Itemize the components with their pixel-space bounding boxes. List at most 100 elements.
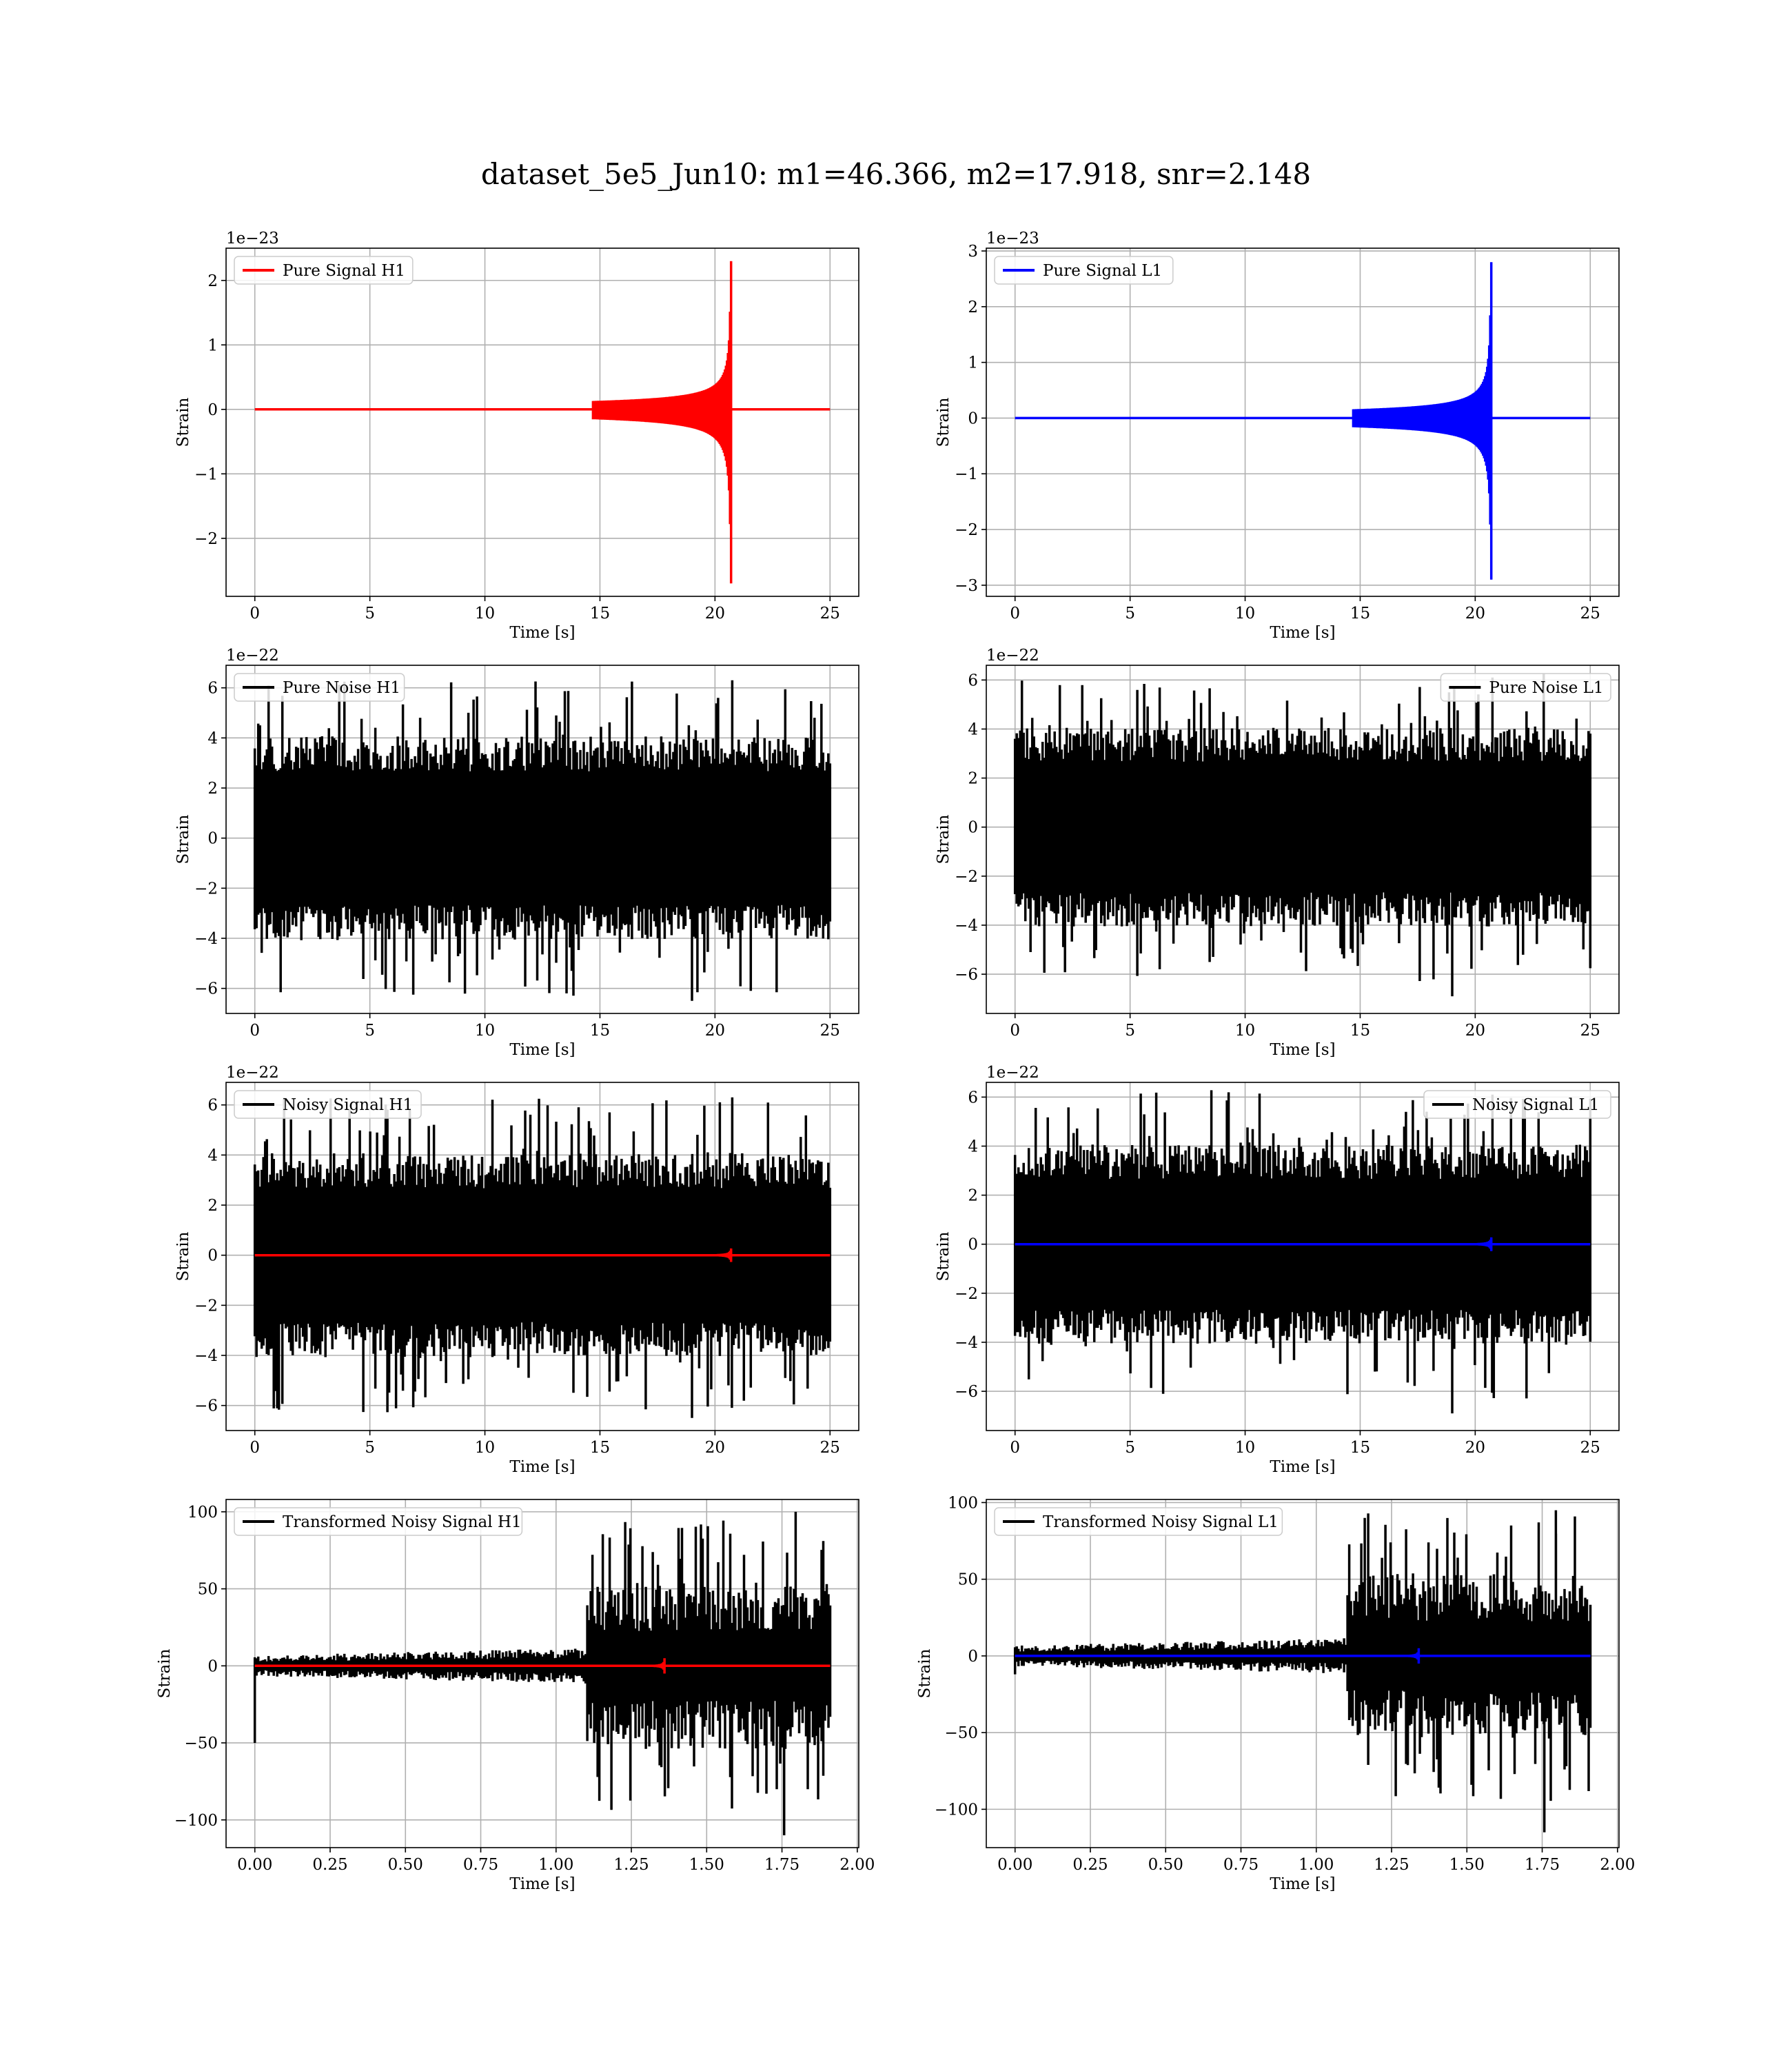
- y-axis-label: Strain: [174, 397, 192, 447]
- plot-area: [1013, 1090, 1592, 1414]
- legend-label: Noisy Signal L1: [1472, 1096, 1599, 1114]
- y-tick-label: −4: [955, 1334, 978, 1352]
- y-tick-label: 0: [968, 1648, 978, 1666]
- y-tick-label: −6: [955, 966, 978, 984]
- x-tick-label: 10: [1235, 1439, 1255, 1457]
- y-tick-label: −4: [955, 917, 978, 935]
- plot-area: [1015, 262, 1591, 580]
- x-axis: 0 5 10 15 20 25 Time [s]: [250, 1013, 840, 1059]
- y-axis-label: Strain: [916, 1648, 934, 1698]
- axes-frame: [986, 1082, 1620, 1431]
- axes-frame: [986, 665, 1620, 1014]
- grid-lines: [986, 1499, 1619, 1848]
- y-tick-label: −50: [944, 1724, 978, 1742]
- x-tick-label: 0.00: [997, 1856, 1032, 1874]
- y-tick-label: −100: [935, 1801, 978, 1819]
- x-axis: 0.00 0.25 0.50 0.75 1.00 1.25 1.50 1.75 2.00 Time…: [237, 1848, 875, 1893]
- y-axis-label: Strain: [935, 397, 953, 447]
- y-tick-label: −2: [955, 521, 978, 539]
- y-tick-label: 2: [968, 1187, 978, 1205]
- y-tick-label: −3: [955, 577, 978, 595]
- legend-label: Pure Signal L1: [1043, 262, 1162, 280]
- axes-frame: [225, 665, 859, 1014]
- x-tick-label: 0.00: [237, 1856, 272, 1874]
- legend-box: [234, 256, 414, 285]
- y-tick-label: 0: [207, 1657, 218, 1675]
- y-tick-label: 50: [958, 1571, 978, 1589]
- x-tick-label: 1.75: [764, 1856, 800, 1874]
- x-axis-label: Time [s]: [1270, 624, 1335, 642]
- axes-frame: [225, 1082, 859, 1431]
- legend-box: [994, 256, 1174, 285]
- y-axis: −6 −4 −2 0 2 4 6 Strain 1e−22: [935, 1064, 1039, 1401]
- series-line-0: [253, 680, 832, 1001]
- y-tick-label: 50: [198, 1581, 218, 1599]
- legend-label: Transformed Noisy Signal L1: [1043, 1513, 1279, 1531]
- x-tick-label: 5: [365, 1022, 375, 1040]
- y-tick-label: 6: [968, 671, 978, 689]
- y-axis: −2 −1 0 1 2 Strain 1e−23: [174, 230, 279, 548]
- legend: Transformed Noisy Signal H1: [234, 1507, 523, 1536]
- x-tick-label: 0.25: [312, 1856, 347, 1874]
- legend: Noisy Signal H1: [234, 1090, 422, 1119]
- y-tick-label: −6: [194, 980, 218, 998]
- subplot-pure-signal-l1: 0 5 10 15 20 25 Time [s] −3 −2 −1 0 1 2 3 Strain 1e−23P…: [935, 230, 1620, 642]
- legend: Pure Noise H1: [234, 673, 405, 702]
- y-axis: −3 −2 −1 0 1 2 3 Strain 1e−23: [935, 230, 1039, 595]
- x-axis: 0 5 10 15 20 25 Time [s]: [1010, 596, 1600, 642]
- y-tick-label: 1: [968, 354, 978, 372]
- y-tick-label: 2: [207, 1197, 218, 1215]
- x-tick-label: 0: [1010, 1439, 1020, 1457]
- y-tick-label: 100: [948, 1494, 978, 1512]
- x-tick-label: 5: [365, 1439, 375, 1457]
- y-tick-label: −1: [955, 465, 978, 483]
- y-tick-label: 0: [968, 410, 978, 427]
- legend-label: Noisy Signal H1: [283, 1096, 413, 1114]
- series-line-0: [1013, 1510, 1592, 1832]
- y-tick-label: 0: [207, 1247, 218, 1265]
- x-tick-label: 0: [250, 1439, 260, 1457]
- x-tick-label: 0: [1010, 1022, 1020, 1040]
- y-tick-label: 0: [968, 819, 978, 837]
- x-axis-label: Time [s]: [509, 1041, 575, 1059]
- figure-title: dataset_5e5_Jun10: m1=46.366, m2=17.918,…: [480, 157, 1312, 191]
- x-tick-label: 20: [705, 1439, 725, 1457]
- x-tick-label: 5: [1125, 1439, 1135, 1457]
- x-tick-label: 0.50: [388, 1856, 423, 1874]
- axes-frame: [986, 1499, 1620, 1848]
- x-tick-label: 25: [1580, 605, 1600, 623]
- subplot-noisy-signal-l1: 0 5 10 15 20 25 Time [s] −6 −4 −2 0 2 4 6 Strain 1e−22 N…: [935, 1064, 1620, 1476]
- x-axis: 0 5 10 15 20 25 Time [s]: [1010, 1013, 1600, 1059]
- x-tick-label: 10: [1235, 605, 1255, 623]
- x-tick-label: 15: [1350, 1439, 1370, 1457]
- y-tick-label: 0: [207, 401, 218, 419]
- x-tick-label: 0.50: [1148, 1856, 1183, 1874]
- legend-box: [234, 673, 405, 702]
- legend: Noisy Signal L1: [1423, 1090, 1611, 1119]
- y-tick-label: −2: [955, 868, 978, 886]
- x-tick-label: 15: [1350, 1022, 1370, 1040]
- plot-area: [254, 261, 831, 584]
- axes-frame: [225, 247, 859, 597]
- y-axis-label: Strain: [174, 814, 192, 864]
- y-tick-label: −1: [194, 465, 218, 483]
- y-tick-label: −2: [194, 880, 218, 898]
- grid-lines: [986, 248, 1619, 596]
- x-tick-label: 20: [1465, 1022, 1485, 1040]
- x-tick-label: 0: [250, 605, 260, 623]
- legend: Pure Signal L1: [994, 256, 1174, 285]
- x-tick-label: 20: [1465, 1439, 1485, 1457]
- x-tick-label: 1.25: [1374, 1856, 1409, 1874]
- y-tick-label: 6: [207, 1097, 218, 1115]
- y-tick-label: 1: [207, 336, 218, 354]
- plot-area: [253, 1097, 832, 1418]
- legend: Pure Signal H1: [234, 256, 414, 285]
- x-tick-label: 0.75: [463, 1856, 498, 1874]
- y-tick-label: −2: [955, 1285, 978, 1303]
- legend-box: [1423, 1090, 1611, 1119]
- y-tick-label: −2: [194, 1297, 218, 1315]
- x-axis: 0 5 10 15 20 25 Time [s]: [1010, 1431, 1600, 1476]
- x-tick-label: 5: [365, 605, 375, 623]
- legend-box: [234, 1507, 523, 1536]
